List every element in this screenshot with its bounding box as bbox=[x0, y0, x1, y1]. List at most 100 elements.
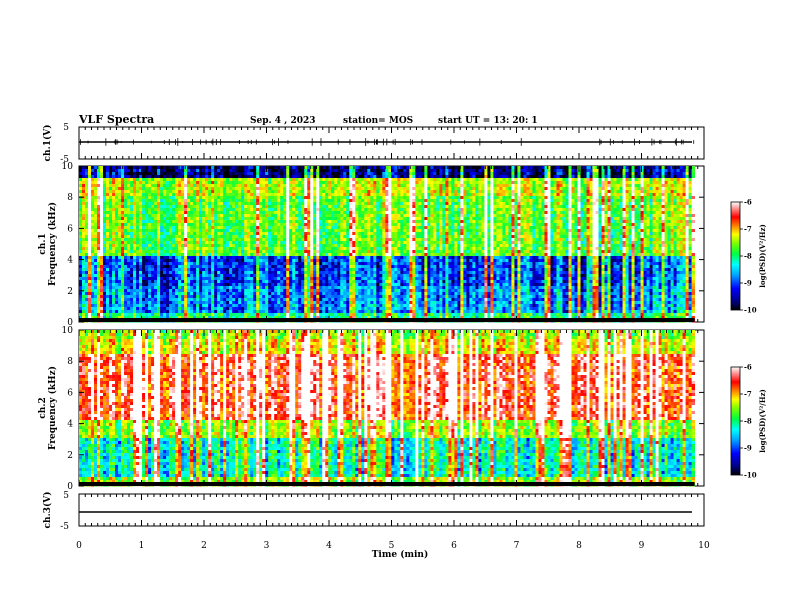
spectrogram-cell bbox=[355, 289, 358, 292]
spectrogram-cell bbox=[97, 193, 100, 196]
spectrogram-cell bbox=[181, 235, 184, 238]
spectrogram-cell bbox=[196, 184, 199, 187]
spectrogram-cell bbox=[247, 289, 250, 292]
spectrogram-cell bbox=[97, 277, 100, 280]
spectrogram-cell bbox=[121, 274, 124, 277]
spectrogram-cell bbox=[160, 193, 163, 196]
spectrogram-cell bbox=[304, 226, 307, 229]
spectrogram-cell bbox=[334, 202, 337, 205]
spectrogram-cell bbox=[340, 172, 343, 175]
spectrogram-cell bbox=[184, 226, 187, 229]
spectrogram-cell bbox=[298, 190, 301, 193]
spectrogram-cell bbox=[292, 187, 295, 190]
spectrogram-cell bbox=[307, 292, 310, 295]
spectrogram-cell bbox=[166, 193, 169, 196]
spectrogram-cell bbox=[202, 187, 205, 190]
spectrogram-cell bbox=[115, 292, 118, 295]
spectrogram-cell bbox=[145, 244, 148, 247]
spectrogram-cell bbox=[172, 259, 175, 262]
spectrogram-cell bbox=[301, 229, 304, 232]
spectrogram-cell bbox=[109, 271, 112, 274]
spectrogram-cell bbox=[127, 271, 130, 274]
spectrogram-cell bbox=[118, 310, 121, 313]
spectrogram-cell bbox=[148, 301, 151, 304]
spectrogram-cell bbox=[316, 184, 319, 187]
spectrogram-cell bbox=[130, 301, 133, 304]
spectrogram-cell bbox=[265, 250, 268, 253]
spectrogram-cell bbox=[139, 196, 142, 199]
spectrogram-cell bbox=[172, 274, 175, 277]
spectrogram-cell bbox=[232, 238, 235, 241]
spectrogram-cell bbox=[253, 304, 256, 307]
spectrogram-cell bbox=[103, 298, 106, 301]
spectrogram-cell bbox=[253, 280, 256, 283]
spectrogram-cell bbox=[322, 208, 325, 211]
spectrogram-cell bbox=[289, 241, 292, 244]
spectrogram-cell bbox=[121, 217, 124, 220]
spectrogram-cell bbox=[187, 205, 190, 208]
spectrogram-cell bbox=[121, 298, 124, 301]
spectrogram-cell bbox=[352, 298, 355, 301]
spectrogram-cell bbox=[142, 229, 145, 232]
spectrogram-cell bbox=[241, 238, 244, 241]
spectrogram-cell bbox=[100, 301, 103, 304]
spectrogram-cell bbox=[247, 226, 250, 229]
spectrogram-cell bbox=[205, 205, 208, 208]
spectrogram-cell bbox=[115, 307, 118, 310]
spectrogram-cell bbox=[130, 313, 133, 316]
spectrogram-cell bbox=[190, 310, 193, 313]
spectrogram-cell bbox=[196, 175, 199, 178]
spectrogram-cell bbox=[169, 274, 172, 277]
spectrogram-cell bbox=[313, 277, 316, 280]
spectrogram-cell bbox=[184, 241, 187, 244]
spectrogram-cell bbox=[307, 298, 310, 301]
spectrogram-cell bbox=[124, 211, 127, 214]
spectrogram-cell bbox=[166, 232, 169, 235]
spectrogram-cell bbox=[289, 175, 292, 178]
spectrogram-cell bbox=[340, 310, 343, 313]
spectrogram-cell bbox=[361, 238, 364, 241]
spectrogram-cell bbox=[307, 199, 310, 202]
spectrogram-cell bbox=[142, 175, 145, 178]
spectrogram-cell bbox=[133, 220, 136, 223]
spectrogram-cell bbox=[337, 253, 340, 256]
spectrogram-cell bbox=[118, 274, 121, 277]
spectrogram-cell bbox=[304, 295, 307, 298]
spectrogram-cell bbox=[82, 172, 85, 175]
spectrogram-cell bbox=[82, 178, 85, 181]
spectrogram-cell bbox=[319, 214, 322, 217]
spectrogram-cell bbox=[142, 265, 145, 268]
spectrogram-cell bbox=[214, 220, 217, 223]
spectrogram-cell bbox=[109, 277, 112, 280]
spectrogram-cell bbox=[208, 274, 211, 277]
spectrogram-cell bbox=[352, 265, 355, 268]
spectrogram-cell bbox=[307, 181, 310, 184]
spectrogram-cell bbox=[142, 241, 145, 244]
spectrogram-cell bbox=[325, 289, 328, 292]
spectrogram-cell bbox=[247, 199, 250, 202]
spectrogram-cell bbox=[244, 286, 247, 289]
spectrogram-cell bbox=[307, 241, 310, 244]
spectrogram-cell bbox=[166, 184, 169, 187]
spectrogram-cell bbox=[298, 178, 301, 181]
spectrogram-cell bbox=[166, 226, 169, 229]
spectrogram-cell bbox=[151, 274, 154, 277]
spectrogram-cell bbox=[91, 307, 94, 310]
spectrogram-cell bbox=[253, 208, 256, 211]
spectrogram-cell bbox=[118, 241, 121, 244]
spectrogram-cell bbox=[205, 190, 208, 193]
spectrogram-cell bbox=[322, 172, 325, 175]
spectrogram-cell bbox=[289, 202, 292, 205]
spectrogram-cell bbox=[109, 298, 112, 301]
spectrogram-cell bbox=[334, 172, 337, 175]
spectrogram-cell bbox=[355, 295, 358, 298]
spectrogram-cell bbox=[286, 172, 289, 175]
spectrogram-cell bbox=[346, 229, 349, 232]
spectrogram-cell bbox=[106, 220, 109, 223]
spectrogram-cell bbox=[274, 265, 277, 268]
spectrogram-cell bbox=[94, 229, 97, 232]
spectrogram-cell bbox=[292, 250, 295, 253]
spectrogram-cell bbox=[181, 238, 184, 241]
spectrogram-cell bbox=[196, 268, 199, 271]
spectrogram-cell bbox=[91, 214, 94, 217]
